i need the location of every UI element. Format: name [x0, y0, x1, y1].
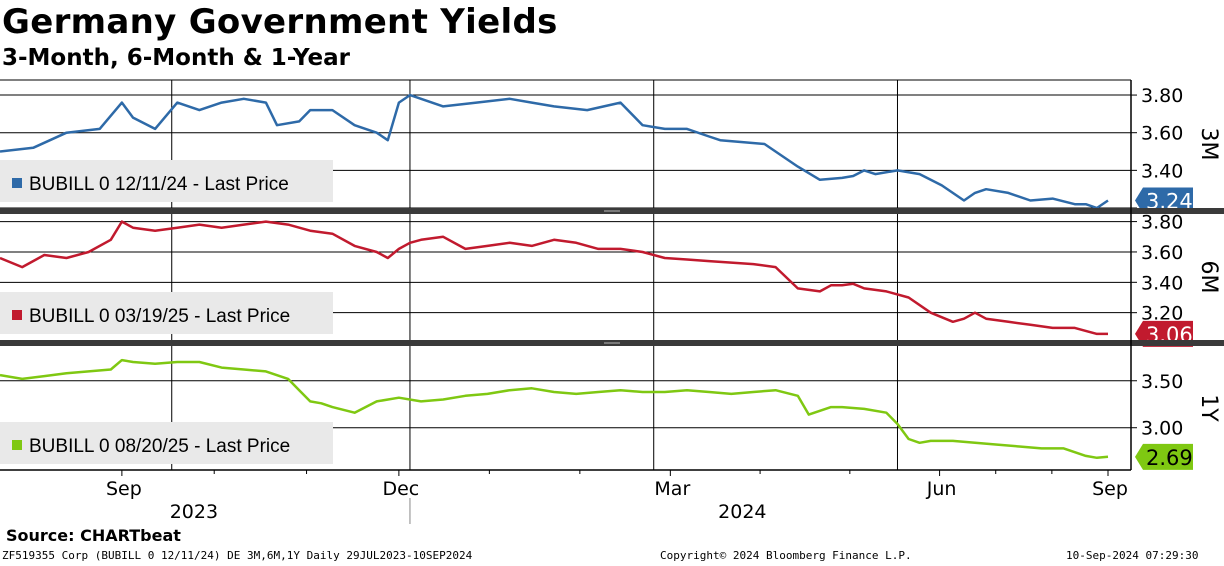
source-label: Source: CHARTbeat [6, 526, 181, 545]
footer-ticker-info: ZF519355 Corp (BUBILL 0 12/11/24) DE 3M,… [2, 549, 473, 562]
x-year-label: 2023 [170, 501, 218, 523]
legend-box [0, 160, 333, 202]
series-line-6m [0, 220, 1108, 336]
last-price-tag [1135, 443, 1193, 470]
y-tick-label: 3.50 [1141, 371, 1183, 393]
last-price-value: 2.69 [1146, 446, 1193, 470]
legend-label: BUBILL 0 03/19/25 - Last Price [29, 306, 290, 327]
legend-label: BUBILL 0 12/11/24 - Last Price [29, 174, 289, 195]
panel-label: 1Y [1196, 394, 1221, 422]
legend-label: BUBILL 0 08/20/25 - Last Price [29, 436, 290, 457]
y-tick-label: 3.60 [1141, 123, 1183, 145]
chart-subtitle: 3-Month, 6-Month & 1-Year [2, 45, 350, 71]
legend-box [0, 292, 333, 334]
x-tick-label: Dec [382, 478, 419, 500]
chart-title: Germany Government Yields [2, 2, 558, 42]
panel-1y: 3.50 3.00 BUBILL 0 08/20/25 - Last Price 2.… [0, 358, 1221, 470]
y-tick-label: 3.60 [1141, 242, 1183, 264]
y-tick-label: 3.40 [1141, 272, 1183, 294]
series-line-3m [0, 93, 1109, 210]
footer-copyright: Copyright© 2024 Bloomberg Finance L.P. [660, 549, 912, 562]
series-line-1y [0, 358, 1109, 460]
y-tick-label: 3.20 [1141, 303, 1183, 325]
legend-swatch [12, 440, 22, 450]
x-tick-label: Sep [1092, 478, 1128, 500]
panel-label: 6M [1196, 261, 1221, 294]
panel-label: 3M [1196, 128, 1221, 161]
legend-swatch [12, 310, 22, 320]
legend-swatch [12, 178, 22, 188]
panel-6m: 3.80 3.60 3.40 3.20 BUBILL 0 03/19/25 - Last… [0, 212, 1221, 347]
y-tick-label: 3.80 [1141, 85, 1183, 107]
x-tick-label: Jun [926, 478, 957, 500]
last-price-tag [1135, 187, 1193, 214]
x-tick-label: Sep [106, 478, 142, 500]
footer-timestamp: 10-Sep-2024 07:29:30 [1066, 549, 1199, 562]
legend-box [0, 422, 333, 464]
y-tick-label: 3.00 [1141, 418, 1183, 440]
y-tick-label: 3.40 [1141, 160, 1183, 182]
x-year-label: 2024 [718, 501, 766, 523]
x-tick-label: Mar [654, 478, 690, 500]
y-tick-label: 3.80 [1141, 212, 1183, 234]
panel-3m: 3.80 3.60 3.40 BUBILL 0 12/11/24 - Last Pri… [0, 85, 1221, 214]
